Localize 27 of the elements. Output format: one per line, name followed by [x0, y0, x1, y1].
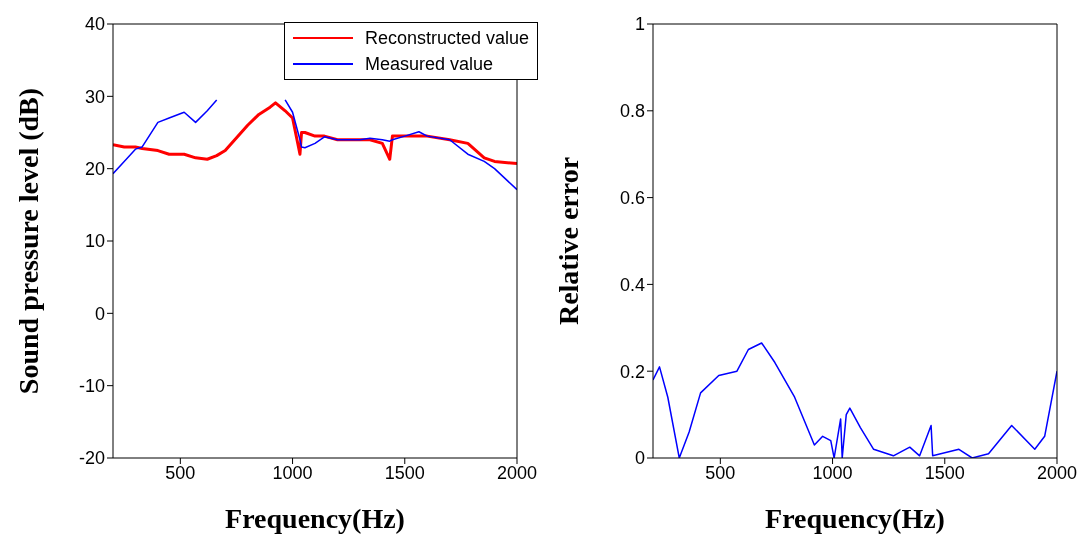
x-tick-label: 1000 — [272, 462, 313, 483]
y-tick-label: 0 — [634, 448, 645, 469]
x-tick-label: 500 — [705, 462, 736, 483]
x-tick-label: 2000 — [1036, 462, 1078, 483]
y-tick-label: 0.2 — [619, 361, 645, 382]
y-tick-label: 0 — [94, 303, 105, 324]
y-tick-label: 0.8 — [619, 101, 645, 122]
y-tick-label: -10 — [78, 376, 105, 397]
y-tick-label: 0.6 — [619, 187, 645, 208]
y-tick-label: 0.4 — [619, 274, 645, 295]
y-tick-label: 10 — [84, 231, 105, 252]
x-axis-title: Frequency(Hz) — [225, 503, 405, 534]
x-tick-label: 1500 — [924, 462, 965, 483]
y-tick-label: 30 — [84, 86, 105, 107]
x-tick-label: 2000 — [496, 462, 538, 483]
x-axis-title: Frequency(Hz) — [765, 503, 945, 534]
legend-label: Reconstructed value — [364, 27, 529, 50]
x-tick-label: 500 — [165, 462, 196, 483]
y-axis-title: Sound pressure level (dB) — [12, 87, 44, 395]
y-tick-label: 1 — [634, 14, 645, 35]
y-tick-label: 20 — [84, 159, 105, 180]
x-tick-label: 1500 — [384, 462, 425, 483]
y-axis-title: Relative error — [552, 156, 584, 326]
legend-label: Measured value — [364, 53, 493, 76]
y-tick-label: -20 — [78, 448, 105, 469]
y-tick-label: 40 — [84, 14, 105, 35]
x-tick-label: 1000 — [812, 462, 853, 483]
